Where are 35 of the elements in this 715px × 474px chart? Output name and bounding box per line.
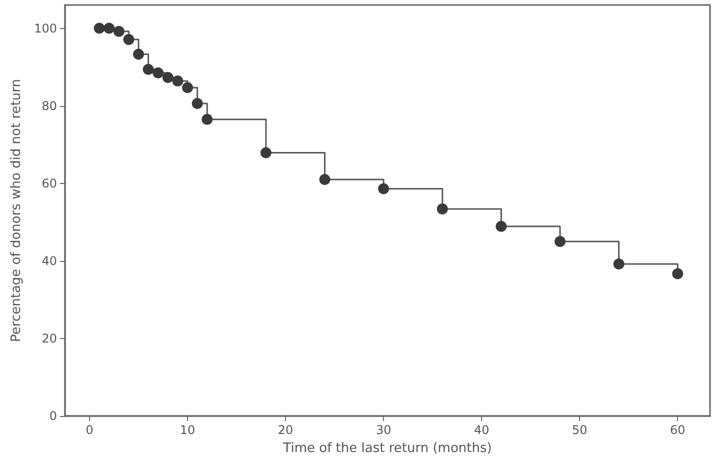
x-tick-label: 40: [474, 423, 490, 437]
y-tick-label: 80: [42, 98, 57, 113]
x-axis-title: Time of the last return (months): [282, 441, 492, 456]
y-tick-label: 60: [42, 176, 57, 190]
y-axis-title: Percentage of donors who did not return: [9, 79, 24, 342]
x-tick-label: 10: [180, 423, 196, 437]
x-tick-label: 20: [278, 423, 294, 437]
point: [104, 22, 115, 34]
x-tick-label: 0: [86, 423, 94, 437]
y-tick-label: 40: [42, 254, 57, 268]
point: [613, 258, 624, 270]
point: [436, 203, 448, 214]
y-tick-label: 0: [49, 409, 57, 423]
point: [172, 76, 184, 86]
point: [378, 183, 390, 194]
x-tick-label: 30: [376, 423, 392, 437]
point: [123, 34, 134, 46]
point: [260, 147, 272, 158]
point: [202, 114, 213, 125]
point: [496, 220, 507, 232]
point: [554, 236, 566, 248]
x-tick-label: 60: [670, 423, 686, 437]
point: [152, 67, 164, 78]
point: [113, 26, 124, 37]
point: [182, 82, 194, 94]
point: [672, 268, 684, 280]
point: [94, 22, 105, 34]
point: [142, 64, 154, 75]
x-tick-label: 50: [572, 423, 588, 437]
y-tick-label: 100: [34, 21, 57, 36]
y-tick-label: 20: [42, 331, 57, 346]
point: [133, 48, 144, 60]
point: [319, 174, 330, 185]
point: [162, 72, 174, 84]
point: [192, 98, 203, 109]
